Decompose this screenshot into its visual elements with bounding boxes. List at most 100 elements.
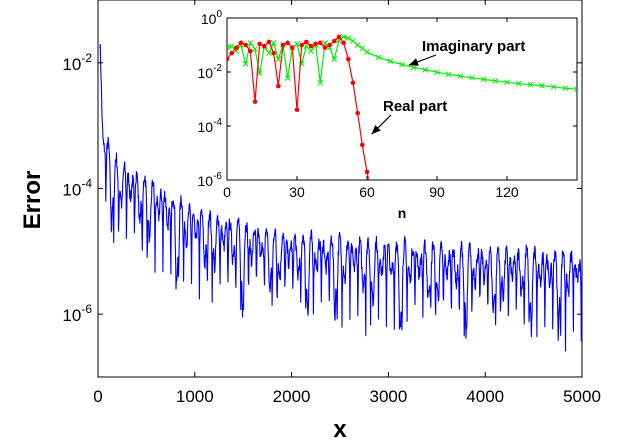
inset-x-tick-label: 90 (429, 184, 445, 200)
imaginary-part-point (266, 50, 272, 56)
main-x-tick-label: 3000 (369, 387, 407, 406)
real-part-point (318, 40, 323, 46)
real-part-point (364, 169, 370, 175)
inset-x-tick-label: 30 (289, 184, 305, 200)
imaginary-part-point (331, 56, 338, 62)
imaginary-part-point (410, 64, 417, 71)
imaginary-part-point (354, 42, 361, 48)
imaginary-part-point (227, 44, 230, 51)
inset-x-axis-label: n (398, 205, 407, 221)
main-x-tick-label: 1000 (176, 387, 214, 406)
imaginary-part-point (492, 77, 499, 84)
real-part-point (350, 80, 356, 86)
imaginary-part-point (308, 48, 314, 54)
real-part-point (285, 40, 290, 46)
imaginary-part-point (562, 85, 569, 92)
inset-y-tick-label: 10-2 (198, 63, 223, 81)
real-part-point (280, 42, 286, 48)
imaginary-part-point (242, 61, 249, 67)
real-part-point (346, 56, 351, 62)
imaginary-part-point (422, 67, 429, 73)
inset-plot-area (226, 17, 578, 181)
imaginary-part-point (294, 41, 300, 47)
series-error (99, 43, 582, 352)
real-part-point (299, 42, 304, 48)
imaginary-part-point (284, 75, 291, 81)
imaginary-part-point (457, 73, 464, 80)
imaginary-part-point (364, 49, 370, 55)
real-part-point (327, 42, 332, 48)
inset-y-tick-label: 10-6 (198, 171, 223, 189)
real-part-point (252, 99, 258, 104)
imaginary-part-point (375, 54, 382, 61)
real-part-point (332, 38, 337, 44)
inset-x-tick-label: 0 (223, 184, 231, 200)
imaginary-part-point (515, 80, 522, 87)
imaginary-part-point (527, 81, 534, 88)
main-x-tick-label: 0 (93, 387, 102, 406)
imaginary-part-point (574, 86, 577, 93)
real-part-point (290, 45, 295, 50)
annotation-real-part: Real part (383, 98, 447, 115)
imaginary-part-point (275, 56, 282, 62)
real-part-point (360, 142, 365, 148)
imaginary-part-point (252, 46, 258, 53)
imaginary-part-point (504, 79, 510, 86)
main-y-axis-label: Error (19, 171, 46, 230)
inset-chart: 0 30 60 90 120 10-6 10-4 10-2 100 n Imaginary pa… (198, 9, 578, 221)
imaginary-part-point (303, 43, 310, 50)
imaginary-part-point (247, 40, 254, 46)
imaginary-part-point (434, 69, 440, 76)
real-part-point (227, 56, 230, 62)
imaginary-part-point (322, 40, 328, 46)
imaginary-part-point (350, 38, 356, 44)
main-x-tick-label: 2000 (273, 387, 311, 406)
real-part-point (308, 43, 314, 49)
main-x-tick-label: 4000 (466, 387, 504, 406)
real-part-point (248, 48, 253, 54)
real-part-point (322, 45, 328, 50)
real-part-point (262, 43, 267, 49)
real-part-point (229, 50, 234, 56)
real-part-point (234, 45, 239, 50)
imaginary-part-point (345, 35, 352, 41)
main-y-tick-label: 10-4 (62, 177, 92, 200)
real-part-point (257, 41, 262, 47)
real-part-point (341, 40, 346, 46)
inset-x-tick-label: 120 (495, 184, 519, 200)
imaginary-part-point (399, 61, 405, 68)
imaginary-part-point (340, 34, 347, 40)
imaginary-part-point (359, 45, 366, 52)
main-x-tick-label: 5000 (563, 387, 601, 406)
imaginary-part-point (270, 40, 277, 46)
annotation-real-arrowhead (371, 124, 381, 135)
inset-y-tick-label: 100 (201, 9, 223, 27)
imaginary-part-point (228, 43, 235, 50)
imaginary-part-point (469, 74, 475, 81)
series-line-real-part (227, 36, 370, 180)
inset-ticks: 0 30 60 90 120 10-6 10-4 10-2 100 (198, 9, 577, 200)
main-y-tick-label: 10-6 (62, 302, 92, 325)
imaginary-part-point (387, 58, 394, 65)
inset-y-tick-label: 10-4 (198, 117, 223, 135)
main-y-tick-label: 10-2 (62, 51, 92, 74)
real-part-point (271, 50, 276, 56)
real-part-point (266, 39, 272, 45)
real-part-point (304, 39, 309, 45)
real-part-point (276, 83, 281, 89)
real-part-point (243, 42, 248, 48)
imaginary-part-point (317, 79, 324, 86)
imaginary-part-point (550, 84, 557, 90)
real-part-point (313, 41, 318, 47)
imaginary-part-point (480, 76, 487, 83)
inset-x-tick-label: 60 (359, 184, 375, 200)
real-part-point (294, 107, 300, 113)
real-part-point (355, 110, 360, 116)
imaginary-part-point (539, 82, 545, 89)
annotation-imaginary-arrowhead (409, 58, 419, 66)
annotation-imaginary-part: Imaginary part (422, 38, 525, 55)
main-x-axis-label: x (333, 416, 347, 443)
real-part-point (238, 40, 244, 46)
